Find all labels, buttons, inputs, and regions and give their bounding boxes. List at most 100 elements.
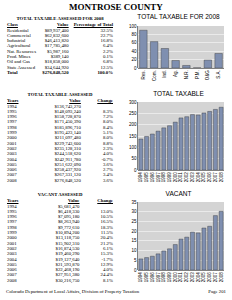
- html-text:12.5%: 12.5%: [100, 64, 113, 70]
- svg-text:Ind.: Ind.: [162, 70, 167, 78]
- svg-text:150: 150: [129, 134, 137, 139]
- svg-text:2002: 2002: [184, 272, 189, 283]
- svg-text:20: 20: [132, 229, 138, 234]
- svg-text:300: 300: [129, 100, 137, 105]
- svg-text:0: 0: [134, 168, 137, 173]
- html-text:Agricultural: Agricultural: [7, 43, 31, 49]
- html-text:Oil and Gas: Oil and Gas: [7, 59, 30, 65]
- svg-text:2008: 2008: [219, 272, 224, 283]
- svg-text:1996: 1996: [150, 172, 155, 183]
- html-text:Change: Change: [97, 98, 113, 104]
- html-text:16.8%: 16.8%: [100, 38, 113, 44]
- html-text:$5,987,160: $5,987,160: [47, 48, 69, 54]
- html-text:1995: 1995: [7, 108, 17, 114]
- svg-text:2006: 2006: [207, 272, 212, 283]
- html-text:Years: Years: [7, 98, 19, 104]
- svg-text:P.M.: P.M.: [195, 70, 200, 79]
- svg-text:VACANT: VACANT: [166, 190, 192, 197]
- svg-text:2001: 2001: [178, 172, 183, 183]
- svg-text:2006: 2006: [207, 172, 212, 183]
- svg-text:2008: 2008: [219, 172, 224, 183]
- svg-text:Ag.: Ag.: [173, 70, 178, 77]
- svg-text:1998: 1998: [161, 272, 166, 283]
- svg-text:1995: 1995: [144, 172, 149, 183]
- svg-text:200: 200: [129, 122, 137, 127]
- svg-text:1999: 1999: [167, 272, 172, 283]
- html-text:Prod. Mines: Prod. Mines: [7, 54, 31, 60]
- svg-text:2004: 2004: [196, 272, 201, 283]
- html-text:Industrial: Industrial: [7, 38, 26, 44]
- html-text:$136,743,270: $136,743,270: [54, 103, 81, 109]
- html-text:Value: Value: [57, 22, 69, 28]
- svg-text:TOTAL TAXABLE: TOTAL TAXABLE: [153, 90, 204, 97]
- html-text:22.7%: 22.7%: [100, 32, 113, 38]
- svg-text:2001: 2001: [178, 272, 183, 283]
- html-text:$46,413,820: $46,413,820: [44, 38, 69, 44]
- html-text:Percentage of Total: Percentage of Total: [73, 22, 113, 28]
- html-text:State Assessed: State Assessed: [7, 64, 36, 70]
- html-text:1994: 1994: [7, 103, 17, 109]
- svg-text:O&G: O&G: [205, 70, 210, 81]
- svg-text:S.A.: S.A.: [216, 70, 221, 79]
- svg-text:1999: 1999: [167, 172, 172, 183]
- svg-text:2000: 2000: [173, 172, 178, 183]
- html-text:32.5%: 32.5%: [100, 27, 113, 33]
- svg-text:25: 25: [132, 219, 138, 224]
- html-text:1996: 1996: [7, 114, 17, 120]
- html-text:0.1%: 0.1%: [103, 54, 113, 60]
- svg-text:N.R.: N.R.: [184, 70, 189, 79]
- svg-text:2000: 2000: [173, 272, 178, 283]
- svg-text:TOTAL TAXABLE FOR 2008: TOTAL TAXABLE FOR 2008: [137, 14, 220, 20]
- html-text:$34,644,920: $34,644,920: [44, 64, 69, 70]
- html-text:Value: Value: [69, 98, 81, 104]
- svg-text:0: 0: [134, 66, 137, 71]
- svg-text:Res.: Res.: [141, 70, 146, 79]
- html-text:MONTROSE COUNTY: MONTROSE COUNTY: [69, 2, 163, 12]
- svg-text:100: 100: [129, 24, 137, 29]
- svg-text:2007: 2007: [213, 172, 218, 183]
- svg-text:40: 40: [132, 49, 138, 54]
- svg-text:20: 20: [132, 57, 138, 62]
- svg-text:30: 30: [132, 209, 138, 214]
- svg-text:2002: 2002: [184, 172, 189, 183]
- svg-text:1995: 1995: [144, 272, 149, 283]
- html-text:Residential: Residential: [7, 27, 29, 33]
- html-text:8.3%: 8.3%: [103, 108, 113, 114]
- svg-text:250: 250: [129, 111, 137, 116]
- html-text:Class: Class: [7, 22, 18, 28]
- html-text:$89,937,400: $89,937,400: [44, 27, 69, 33]
- svg-text:2003: 2003: [190, 272, 195, 283]
- html-text:6.4%: 6.4%: [103, 43, 113, 49]
- svg-text:35: 35: [132, 200, 138, 205]
- svg-text:2007: 2007: [213, 272, 218, 283]
- html-text:$148,093,240: $148,093,240: [54, 108, 81, 114]
- html-text:2.2%: 2.2%: [103, 48, 113, 54]
- svg-text:80: 80: [132, 32, 138, 37]
- svg-text:1994: 1994: [138, 272, 143, 283]
- svg-text:60: 60: [132, 40, 138, 45]
- html-text:Commercial: Commercial: [7, 32, 31, 38]
- svg-text:1994: 1994: [138, 172, 143, 183]
- svg-text:15: 15: [132, 238, 138, 243]
- svg-text:2003: 2003: [190, 172, 195, 183]
- html-text:$17,785,480: $17,785,480: [44, 43, 69, 49]
- svg-text:1997: 1997: [156, 272, 161, 283]
- svg-text:100: 100: [129, 145, 137, 150]
- html-text:Nat. Resources: Nat. Resources: [7, 48, 36, 54]
- svg-text:1996: 1996: [150, 272, 155, 283]
- svg-text:10: 10: [132, 248, 138, 253]
- html-text:$389,140: $389,140: [50, 54, 69, 60]
- html-text:6.8%: 6.8%: [103, 59, 113, 65]
- svg-text:1998: 1998: [161, 172, 166, 183]
- svg-text:2004: 2004: [196, 172, 201, 183]
- svg-text:1997: 1997: [156, 172, 161, 183]
- html-text:$18,858,000: $18,858,000: [44, 59, 69, 65]
- svg-text:5: 5: [134, 258, 137, 263]
- svg-text:2005: 2005: [201, 172, 206, 183]
- svg-text:0: 0: [134, 268, 137, 273]
- html-text:$158,728,870: $158,728,870: [54, 114, 81, 120]
- html-text:$62,832,600: $62,832,600: [44, 32, 69, 38]
- svg-text:50: 50: [132, 156, 138, 161]
- svg-text:2005: 2005: [201, 272, 206, 283]
- svg-text:Com.: Com.: [152, 70, 157, 81]
